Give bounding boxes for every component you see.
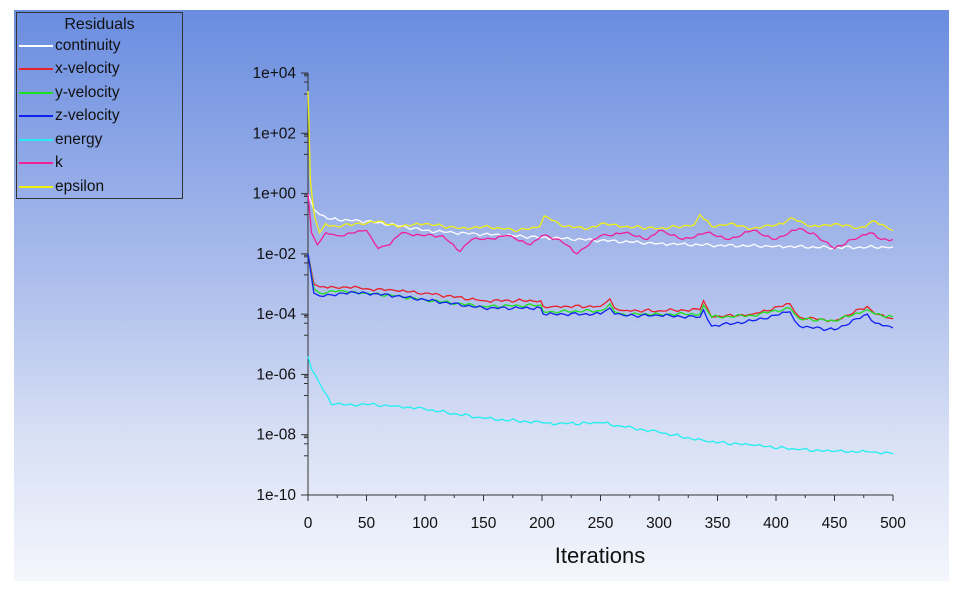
y-tick-label: 1e+04 bbox=[252, 65, 296, 82]
y-tick-label: 1e-02 bbox=[256, 246, 296, 263]
legend-label: energy bbox=[55, 130, 103, 148]
plot-background bbox=[14, 10, 949, 581]
x-tick-label: 400 bbox=[763, 515, 789, 532]
y-tick-label: 1e-10 bbox=[256, 487, 296, 504]
legend: Residuals continuity x-velocity y-velocity… bbox=[16, 12, 183, 199]
x-tick-label: 300 bbox=[646, 515, 672, 532]
legend-swatch bbox=[19, 162, 53, 165]
legend-title: Residuals bbox=[64, 16, 135, 33]
x-tick-label: 150 bbox=[471, 515, 497, 532]
legend-swatch bbox=[19, 44, 53, 47]
y-tick-label: 1e-08 bbox=[256, 427, 296, 444]
legend-swatch bbox=[19, 68, 53, 71]
legend-label: epsilon bbox=[55, 177, 105, 195]
series-line-continuity bbox=[307, 193, 894, 250]
legend-label: k bbox=[55, 154, 63, 172]
y-tick-label: 1e+02 bbox=[252, 125, 296, 142]
series-line-energy bbox=[307, 356, 894, 455]
legend-swatch bbox=[19, 185, 53, 188]
x-tick-label: 350 bbox=[705, 515, 731, 532]
x-tick-label: 0 bbox=[304, 515, 313, 532]
legend-item-continuity: continuity bbox=[17, 34, 182, 58]
y-tick-label: 1e-06 bbox=[256, 366, 296, 383]
series-line-y-velocity bbox=[307, 253, 894, 322]
legend-item-z-velocity: z-velocity bbox=[17, 105, 182, 129]
legend-item-k: k bbox=[17, 152, 182, 176]
legend-swatch bbox=[19, 138, 53, 141]
legend-item-epsilon: epsilon bbox=[17, 175, 182, 199]
x-tick-label: 50 bbox=[358, 515, 376, 532]
series-line-x-velocity bbox=[307, 253, 894, 323]
x-axis-label: Iterations bbox=[555, 543, 646, 568]
x-tick-label: 500 bbox=[880, 515, 906, 532]
legend-label: y-velocity bbox=[55, 83, 120, 101]
legend-label: continuity bbox=[55, 36, 121, 54]
series-line-epsilon bbox=[307, 91, 894, 235]
legend-item-x-velocity: x-velocity bbox=[17, 58, 182, 82]
x-tick-label: 250 bbox=[588, 515, 614, 532]
legend-item-y-velocity: y-velocity bbox=[17, 81, 182, 105]
series-line-z-velocity bbox=[307, 253, 894, 332]
x-tick-label: 450 bbox=[822, 515, 848, 532]
legend-label: z-velocity bbox=[55, 107, 120, 125]
y-tick-label: 1e+00 bbox=[252, 186, 296, 203]
y-tick-label: 1e-04 bbox=[256, 306, 296, 323]
legend-item-energy: energy bbox=[17, 128, 182, 152]
legend-label: x-velocity bbox=[55, 60, 120, 78]
series-line-k bbox=[307, 193, 894, 255]
x-tick-label: 100 bbox=[412, 515, 438, 532]
legend-swatch bbox=[19, 115, 53, 118]
x-tick-label: 200 bbox=[529, 515, 555, 532]
legend-swatch bbox=[19, 91, 53, 94]
